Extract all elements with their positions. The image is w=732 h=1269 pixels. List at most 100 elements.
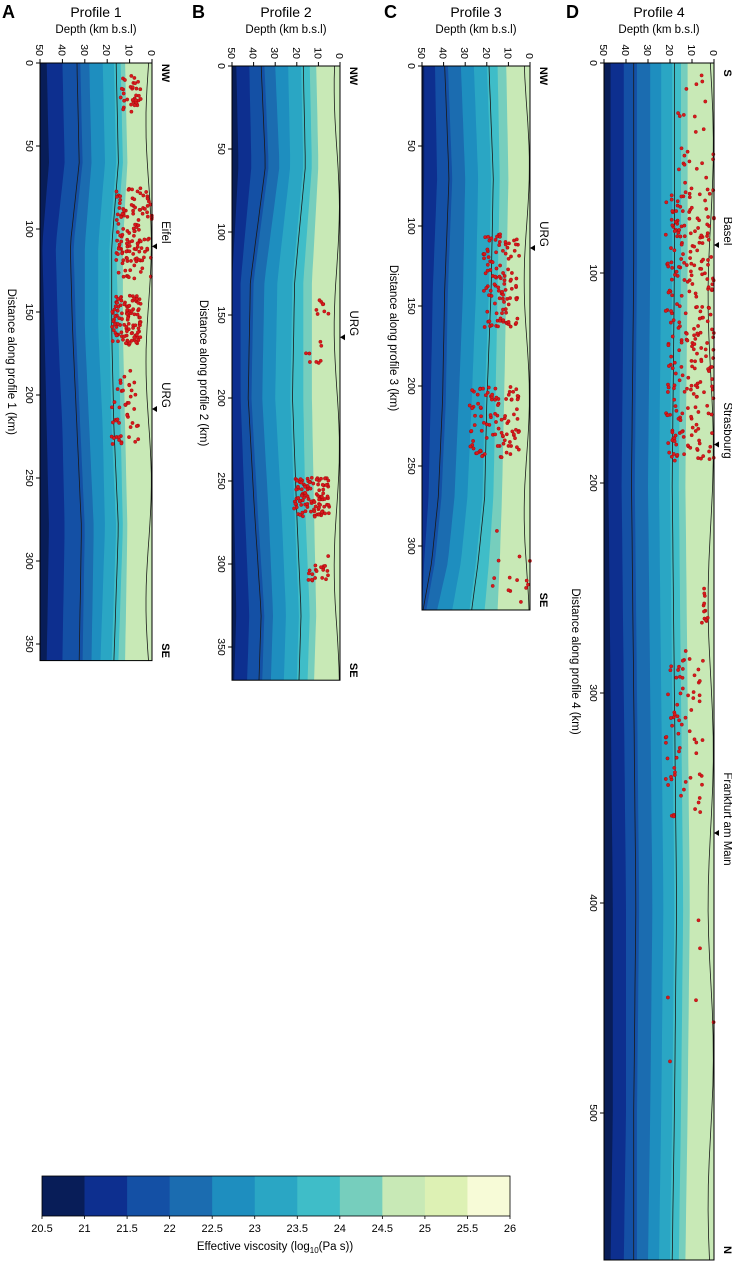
contour-line (471, 65, 494, 611)
earthquake-point (313, 563, 318, 568)
distance-tick-label: 200 (405, 377, 417, 395)
earthquake-point (114, 218, 119, 222)
earthquake-point (504, 432, 509, 437)
earthquake-point (700, 620, 704, 625)
earthquake-point (322, 504, 327, 509)
distance-tick-label: 250 (405, 457, 417, 475)
earthquake-point (704, 618, 708, 623)
earthquake-point (115, 230, 120, 234)
earthquake-point (137, 227, 141, 232)
place-marker (714, 830, 719, 836)
earthquake-point (132, 263, 137, 268)
earthquake-point (509, 397, 514, 402)
earthquake-point (675, 702, 680, 707)
earthquake-point (665, 756, 670, 761)
distance-tick-label: 150 (215, 306, 227, 324)
earthquake-point (699, 267, 704, 271)
earthquake-point (138, 315, 142, 320)
earthquake-point (502, 282, 507, 286)
earthquake-point (122, 302, 127, 307)
earthquake-point (694, 740, 699, 745)
distance-tick-label: 150 (405, 297, 417, 315)
distance-axis-label: Distance along profile 4 (km) (569, 588, 581, 735)
earthquake-point (307, 571, 311, 576)
depth-tick-label: 30 (268, 47, 280, 59)
earthquake-point (695, 331, 700, 336)
earthquake-point (113, 304, 118, 309)
earthquake-point (304, 351, 308, 356)
earthquake-point (506, 320, 511, 324)
earthquake-point (677, 114, 682, 118)
earthquake-point (118, 378, 123, 383)
earthquake-point (689, 387, 693, 392)
earthquake-point (130, 239, 135, 243)
earthquake-point (123, 402, 128, 407)
earthquake-point (503, 414, 507, 418)
earthquake-point (710, 282, 715, 287)
earthquake-point (675, 714, 680, 719)
earthquake-point (705, 222, 710, 227)
earthquake-point (679, 146, 684, 151)
earthquake-point (692, 342, 697, 346)
earthquake-point (698, 946, 702, 951)
earthquake-point (479, 428, 484, 433)
earthquake-point (314, 477, 319, 482)
earthquake-point (296, 496, 301, 500)
earthquake-point (118, 95, 123, 100)
panel-frame (603, 62, 715, 1261)
earthquake-point (498, 234, 502, 239)
earthquake-point (110, 442, 115, 446)
earthquake-point (672, 229, 677, 233)
earthquake-point (692, 244, 697, 249)
earthquake-point (703, 198, 707, 203)
earthquake-point (467, 403, 472, 408)
earthquake-point (321, 568, 326, 572)
earthquake-point (142, 237, 147, 242)
earthquake-point (116, 297, 120, 301)
surface-line (523, 65, 530, 611)
earthquake-point (696, 226, 700, 230)
earthquake-point (489, 323, 494, 328)
earthquake-point (506, 256, 511, 261)
earthquake-point (709, 412, 714, 417)
depth-tick-label: 0 (523, 53, 535, 59)
earthquake-point (135, 312, 140, 317)
earthquake-point (320, 482, 325, 487)
earthquake-point (663, 232, 668, 237)
earthquake-point (504, 450, 509, 455)
earthquake-point (669, 246, 673, 250)
earthquake-point (485, 390, 490, 395)
earthquake-point (138, 97, 143, 101)
earthquake-point (111, 328, 116, 333)
distance-tick-label: 0 (587, 60, 599, 66)
earthquake-point (133, 392, 138, 397)
earthquake-point (699, 73, 704, 78)
earthquake-point (316, 512, 321, 517)
earthquake-point (299, 480, 304, 485)
earthquake-point (680, 658, 685, 663)
earthquake-point (689, 186, 694, 191)
earthquake-point (663, 309, 668, 313)
earthquake-point (675, 199, 680, 204)
earthquake-point (126, 401, 131, 405)
earthquake-point (664, 740, 668, 745)
earthquake-point (669, 716, 673, 720)
place-label: Frankfurt am Main (721, 772, 732, 865)
earthquake-point (665, 413, 670, 418)
earthquake-point (132, 197, 137, 202)
earthquake-point (315, 312, 320, 316)
earthquake-point (700, 79, 705, 84)
earthquake-point (679, 242, 684, 247)
earthquake-point (711, 347, 716, 352)
earthquake-point (130, 421, 135, 425)
direction-start: NW (347, 67, 359, 86)
earthquake-point (119, 298, 124, 303)
earthquake-point (675, 203, 680, 208)
earthquake-point (680, 373, 685, 378)
earthquake-point (682, 389, 687, 394)
contour-line (422, 65, 450, 611)
earthquake-point (674, 442, 679, 447)
earthquake-point (317, 488, 322, 493)
earthquake-point (493, 386, 498, 391)
